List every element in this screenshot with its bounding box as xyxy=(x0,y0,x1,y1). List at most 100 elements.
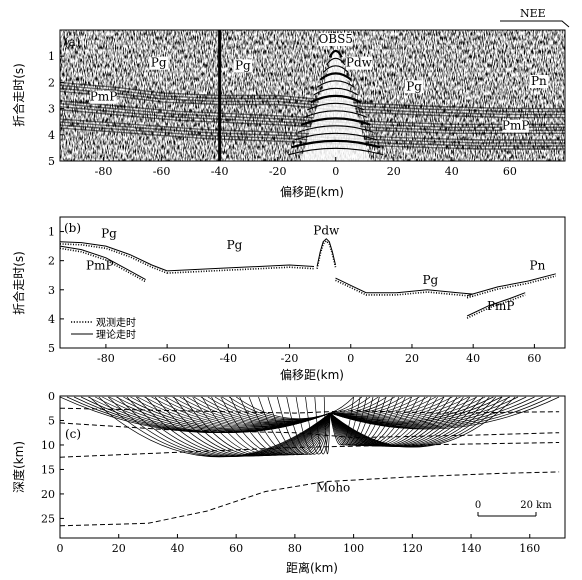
direct-wave-arc xyxy=(326,57,346,66)
panel-a-ytick-label: 2 xyxy=(48,76,55,89)
ray-path xyxy=(192,396,331,456)
panel-b-xlabel: 偏移距(km) xyxy=(280,367,344,382)
reflection-band-line xyxy=(60,84,565,113)
panel-b-label: (b) xyxy=(64,221,81,235)
panel-c-xlabel: 距离(km) xyxy=(286,560,338,575)
ray-path xyxy=(329,396,367,446)
reflection-band-line xyxy=(60,81,565,110)
panel-a-xtick-label: -40 xyxy=(211,165,229,178)
panel-a-label-bg xyxy=(502,119,529,133)
panel-b-frame xyxy=(59,216,566,349)
panel-a-phase-label: PmP xyxy=(502,119,530,133)
panel-a-label-bg xyxy=(90,90,117,104)
panel-b-phase-label: Pg xyxy=(101,226,117,240)
panel-a-xtick-label: -60 xyxy=(153,165,171,178)
panel-b-xtick-label: -40 xyxy=(219,352,237,365)
ray-path xyxy=(239,396,331,456)
panel-c-ytick-label: 0 xyxy=(48,390,55,403)
panel-a-label-bg xyxy=(233,59,253,73)
panel-a: OBS5 Pg Pg Pdw Pg Pn PmP PmP (a) -80 -60 -40 -20 0 2… xyxy=(11,29,566,199)
ray-path xyxy=(248,396,331,456)
panel-a-ytick-label: 3 xyxy=(48,103,55,116)
legend-theoretical-label: 理论走时 xyxy=(96,328,136,341)
panel-a-label-bg xyxy=(529,75,549,89)
direct-wave-arc xyxy=(287,147,384,156)
panel-c-xtick-label: 120 xyxy=(402,542,423,555)
panel-b-phase-label: PmP xyxy=(86,258,114,272)
reflection-band-line xyxy=(60,127,565,150)
panel-c-phase-label: Moho xyxy=(316,480,350,494)
panel-b-ytick-label: 2 xyxy=(48,255,55,268)
model-interfaces xyxy=(60,407,560,527)
panel-a-xtick-label: 0 xyxy=(332,165,339,178)
panel-a-ytick-label: 1 xyxy=(48,50,55,63)
theoretical-pn-curve xyxy=(466,273,556,297)
direct-wave-arc xyxy=(294,132,378,141)
panel-c-xtick-label: 140 xyxy=(461,542,482,555)
ray-path xyxy=(329,396,516,448)
scale-bar-end: 20 km xyxy=(520,500,552,511)
direct-wave-arc xyxy=(291,139,381,149)
panel-c-xtick-label: 60 xyxy=(229,542,243,555)
reflection-band-line xyxy=(60,118,565,141)
direct-wave-arc xyxy=(322,65,349,73)
reflection-band-line xyxy=(60,103,565,128)
panel-a-phase-label: Pg xyxy=(151,56,167,70)
scale-bar-start: 0 xyxy=(475,500,481,511)
direct-wave-arc xyxy=(303,110,368,118)
panel-b-xtick-label: 60 xyxy=(527,352,541,365)
panel-b-xtick-label: 40 xyxy=(466,352,480,365)
panel-c-ylabel: 深度(km) xyxy=(11,441,26,493)
panel-a-label-bg xyxy=(345,56,373,70)
panel-c-xtick-label: 80 xyxy=(288,542,302,555)
panel-b-ytick-label: 3 xyxy=(48,284,55,297)
ray-path xyxy=(164,396,331,457)
panel-c-xtick-label: 160 xyxy=(519,542,540,555)
ray-path xyxy=(258,396,331,456)
observed-pmp-picks xyxy=(59,247,147,283)
ray-path xyxy=(136,396,331,457)
panel-b-xtick-label: -20 xyxy=(281,352,299,365)
observed-pdw-picks xyxy=(316,239,337,269)
panel-b-xtick-label: -60 xyxy=(158,352,176,365)
ray-path xyxy=(154,396,331,457)
theoretical-pmp-curve xyxy=(59,245,146,281)
panel-b-phase-label: Pg xyxy=(422,273,438,287)
near-offset-fan xyxy=(287,44,384,161)
panel-a-xtick-label: -80 xyxy=(95,165,113,178)
panel-b-ytick-label: 1 xyxy=(48,226,55,239)
panel-a-xtick-label: -20 xyxy=(269,165,287,178)
ray-path xyxy=(173,396,331,457)
reflection-band-line xyxy=(60,100,565,125)
panel-c-ytick-label: 20 xyxy=(41,488,55,501)
panel-b-ytick-label: 4 xyxy=(48,313,55,326)
panel-a-phase-label: OBS5 xyxy=(318,32,353,46)
panel-a-phase-label: Pg xyxy=(235,58,251,72)
ray-path xyxy=(211,396,331,456)
direct-wave-arc xyxy=(300,117,371,126)
direct-wave-arc xyxy=(328,49,343,58)
panel-a-xtick-label: 40 xyxy=(445,165,459,178)
panel-c-xtick-label: 100 xyxy=(343,542,364,555)
velocity-interface xyxy=(60,442,560,458)
panel-c-ytick-label: 10 xyxy=(41,439,55,452)
panel-c: (c) Moho 0 20 km 0 20 40 60 80 100 120 140 160 0… xyxy=(11,390,566,575)
theoretical-pg-curve xyxy=(335,277,474,295)
panel-a-ytick-label: 4 xyxy=(48,129,55,142)
observed-pn-picks xyxy=(466,275,557,299)
ray-path xyxy=(276,396,331,455)
panel-a-phase-label: Pn xyxy=(531,74,547,88)
panel-c-ytick-label: 5 xyxy=(48,414,55,427)
ray-path xyxy=(145,396,331,457)
panel-a-label-bg xyxy=(149,56,169,70)
moho-interface xyxy=(60,471,560,527)
panel-b-phase-label: PmP xyxy=(487,299,515,313)
panel-b-xtick-label: 20 xyxy=(405,352,419,365)
ray-path xyxy=(220,396,331,456)
panel-a-xlabel: 偏移距(km) xyxy=(280,184,344,199)
ray-path xyxy=(183,396,331,457)
panel-c-xtick-label: 40 xyxy=(170,542,184,555)
panel-c-ytick-label: 25 xyxy=(41,512,55,525)
panel-b-xtick-label: 0 xyxy=(347,352,354,365)
